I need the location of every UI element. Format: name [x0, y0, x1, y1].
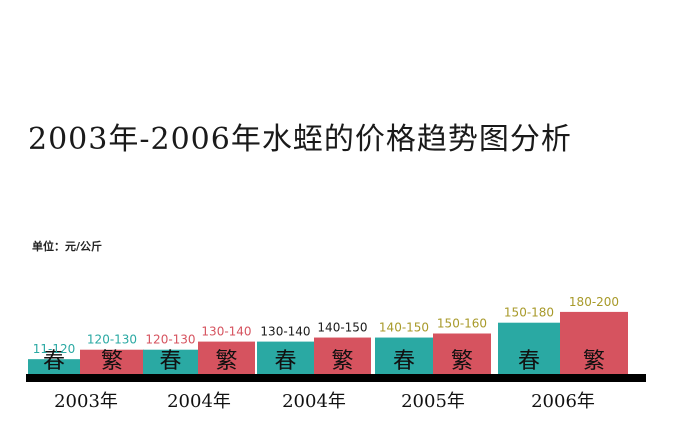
bar-series-label: 春	[274, 349, 296, 374]
bar-2-0	[257, 341, 314, 374]
bar-3-0	[375, 337, 433, 374]
x-tick-label: 2004年	[282, 391, 346, 412]
value-label: 130-140	[260, 325, 310, 339]
bar-series-label: 繁	[101, 349, 123, 374]
x-tick-label: 2004年	[167, 391, 231, 412]
value-label: 140-150	[379, 321, 429, 335]
bar-series-label: 春	[518, 349, 540, 374]
bar-3-1	[433, 333, 491, 374]
bar-series-label: 繁	[215, 349, 237, 374]
bar-series-label: 繁	[331, 349, 353, 374]
unit-label: 单位：元/公斤	[32, 240, 103, 253]
bar-0-1	[80, 349, 144, 374]
value-label: 180-200	[569, 295, 619, 309]
bar-1-1	[198, 341, 255, 374]
value-label: 150-160	[437, 317, 487, 331]
bar-series-label: 繁	[451, 349, 473, 374]
value-label: 130-140	[201, 325, 251, 339]
value-label: 140-150	[317, 321, 367, 335]
value-label: 120-130	[145, 333, 195, 347]
value-label: 120-130	[87, 333, 137, 347]
x-tick-label: 2006年	[531, 391, 595, 412]
bar-0-0	[28, 359, 80, 374]
value-label: 11-120	[33, 342, 76, 356]
chart-title: 2003年-2006年水蛭的价格趋势图分析	[28, 122, 572, 157]
value-label: 150-180	[504, 306, 554, 320]
baseline-axis	[26, 374, 646, 382]
bar-series-label: 繁	[583, 349, 605, 374]
x-tick-label: 2003年	[54, 391, 118, 412]
x-tick-label: 2005年	[401, 391, 465, 412]
bar-series-label: 春	[159, 349, 181, 374]
bar-4-1	[560, 311, 628, 374]
bar-1-0	[143, 349, 198, 374]
bar-4-0	[498, 322, 560, 374]
bar-2-1	[314, 337, 371, 374]
bar-series-label: 春	[393, 349, 415, 374]
bar-series-label: 春	[43, 349, 65, 374]
